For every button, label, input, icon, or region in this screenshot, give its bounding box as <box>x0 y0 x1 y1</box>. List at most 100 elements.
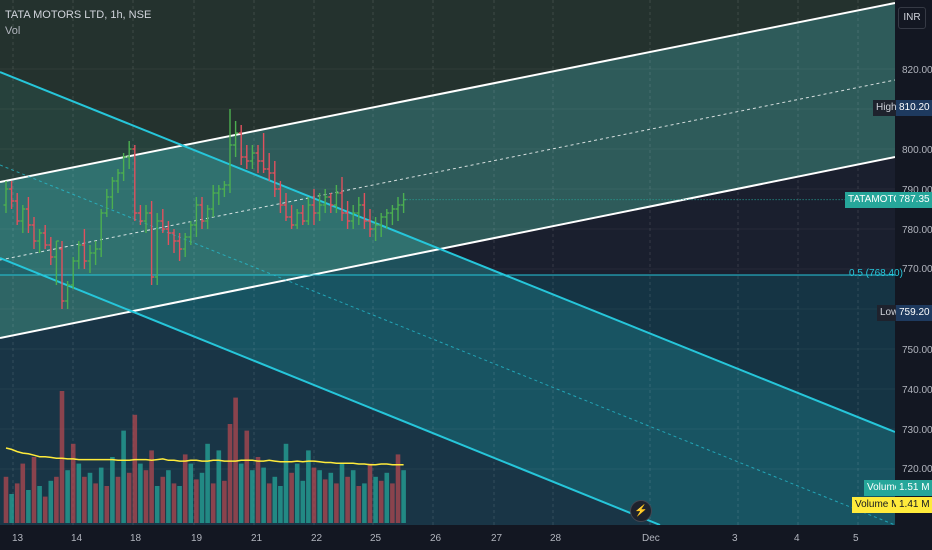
volume-bar <box>205 443 210 523</box>
ohlc-bar <box>154 213 160 285</box>
x-tick-label: 5 <box>853 533 859 544</box>
ohlc-bar <box>42 225 48 249</box>
volume-bar <box>65 470 70 523</box>
fib-level-label: 0.5 (768.40) <box>849 268 903 279</box>
ohlc-bar <box>384 209 390 229</box>
volume-bar <box>70 443 76 523</box>
ohlc-bar <box>93 241 99 265</box>
ohlc-bar <box>255 145 261 173</box>
ohlc-bar <box>87 245 93 273</box>
ohlc-bar <box>373 217 379 241</box>
y-tick-label: 740.00 <box>902 385 932 396</box>
x-tick-label: 27 <box>491 533 503 544</box>
ohlc-bar <box>294 209 300 229</box>
x-tick-label: 19 <box>191 533 203 544</box>
down-channel-median-line <box>0 164 896 526</box>
ohlc-bar <box>350 205 356 229</box>
ohlc-bar <box>389 205 395 225</box>
ohlc-bar <box>3 181 9 213</box>
volume-bar <box>244 430 250 523</box>
ohlc-bar <box>188 221 194 245</box>
ohlc-bar <box>132 145 138 221</box>
volume-indicator-label[interactable]: Vol <box>5 25 21 37</box>
volume-bar <box>390 483 395 523</box>
volume-bar <box>317 470 322 523</box>
currency-button[interactable]: INR <box>898 7 926 29</box>
ohlc-bar <box>171 229 177 253</box>
volume-bar <box>48 480 54 523</box>
volume-bar <box>93 483 98 523</box>
volume-bar <box>227 424 233 523</box>
volume-bar <box>132 414 138 523</box>
volume-bar <box>350 470 356 523</box>
volume-bar <box>31 457 37 523</box>
y-tick-label: 790.00 <box>902 185 932 196</box>
symbol-title[interactable]: TATA MOTORS LTD, 1h, NSE <box>5 9 152 21</box>
y-tick-label: 800.00 <box>902 145 932 156</box>
volume-bar <box>311 467 317 523</box>
volume-bar <box>306 450 311 523</box>
volume-bar <box>356 486 362 523</box>
ohlc-bar <box>65 281 71 309</box>
y-tick-label: 820.00 <box>902 65 932 76</box>
volume-bar <box>216 450 222 523</box>
y-tick-label: 730.00 <box>902 425 932 436</box>
ohlc-bar <box>177 233 183 261</box>
ohlc-bar <box>249 145 255 169</box>
ohlc-bar <box>277 181 283 213</box>
y-tick-label: 750.00 <box>902 345 932 356</box>
ohlc-bar <box>14 193 20 225</box>
volume-bar <box>238 463 244 523</box>
volume-bar <box>362 483 367 523</box>
volume-bar <box>300 480 306 523</box>
volume-bar <box>9 494 14 523</box>
ohlc-bar <box>193 197 199 237</box>
up-channel-lower-line <box>0 156 896 339</box>
ohlc-bar <box>199 197 205 229</box>
volume-bar <box>401 470 406 523</box>
ohlc-bar <box>339 177 345 221</box>
volume-bar <box>367 463 373 523</box>
time-axis[interactable] <box>0 525 932 550</box>
volume-bar <box>82 476 87 523</box>
volume-ma-value-label: 1.41 M <box>896 497 932 513</box>
volume-bar <box>160 476 166 523</box>
volume-bar <box>143 470 149 523</box>
x-tick-label: 13 <box>12 533 24 544</box>
volume-value-label: 1.51 M <box>896 480 932 496</box>
ohlc-bar <box>266 153 272 181</box>
volume-bar <box>126 472 132 523</box>
ohlc-bar <box>59 241 65 309</box>
last-price-value-label: 787.35 <box>896 192 932 208</box>
legend-header: TATA MOTORS LTD, 1h, NSE Vol <box>5 8 151 38</box>
volume-bar <box>98 467 104 523</box>
ohlc-bar <box>115 169 121 193</box>
ohlc-bar <box>272 161 278 197</box>
volume-bar <box>222 480 227 523</box>
time-axis-labels: 13 14 18 19 21 22 25 26 27 28 Dec 3 4 5 <box>12 533 859 544</box>
volume-bar <box>26 490 31 523</box>
ohlc-bar <box>244 145 250 169</box>
ohlc-bar <box>261 133 267 173</box>
ohlc-bar <box>53 240 59 285</box>
volume-bar <box>54 476 59 523</box>
volume-bar <box>171 483 177 523</box>
ohlc-bar <box>76 241 82 269</box>
ohlc-bar <box>238 125 244 165</box>
ohlc-bar <box>311 189 317 225</box>
price-axis-labels: 820.00 800.00 790.00 780.00 770.00 750.0… <box>902 65 932 475</box>
ohlc-bar <box>205 205 211 229</box>
price-axis[interactable] <box>895 0 932 550</box>
up-channel-median-line <box>0 79 896 261</box>
volume-bar <box>328 472 334 523</box>
ohlc-bar <box>48 237 54 265</box>
volume-bar <box>87 472 93 523</box>
ohlc-bar <box>25 197 31 233</box>
x-tick-label: 26 <box>430 533 442 544</box>
flash-icon[interactable]: ⚡ <box>630 500 652 522</box>
ohlc-bar <box>300 205 306 225</box>
ohlc-bar <box>126 141 132 169</box>
volume-bar <box>373 476 378 523</box>
